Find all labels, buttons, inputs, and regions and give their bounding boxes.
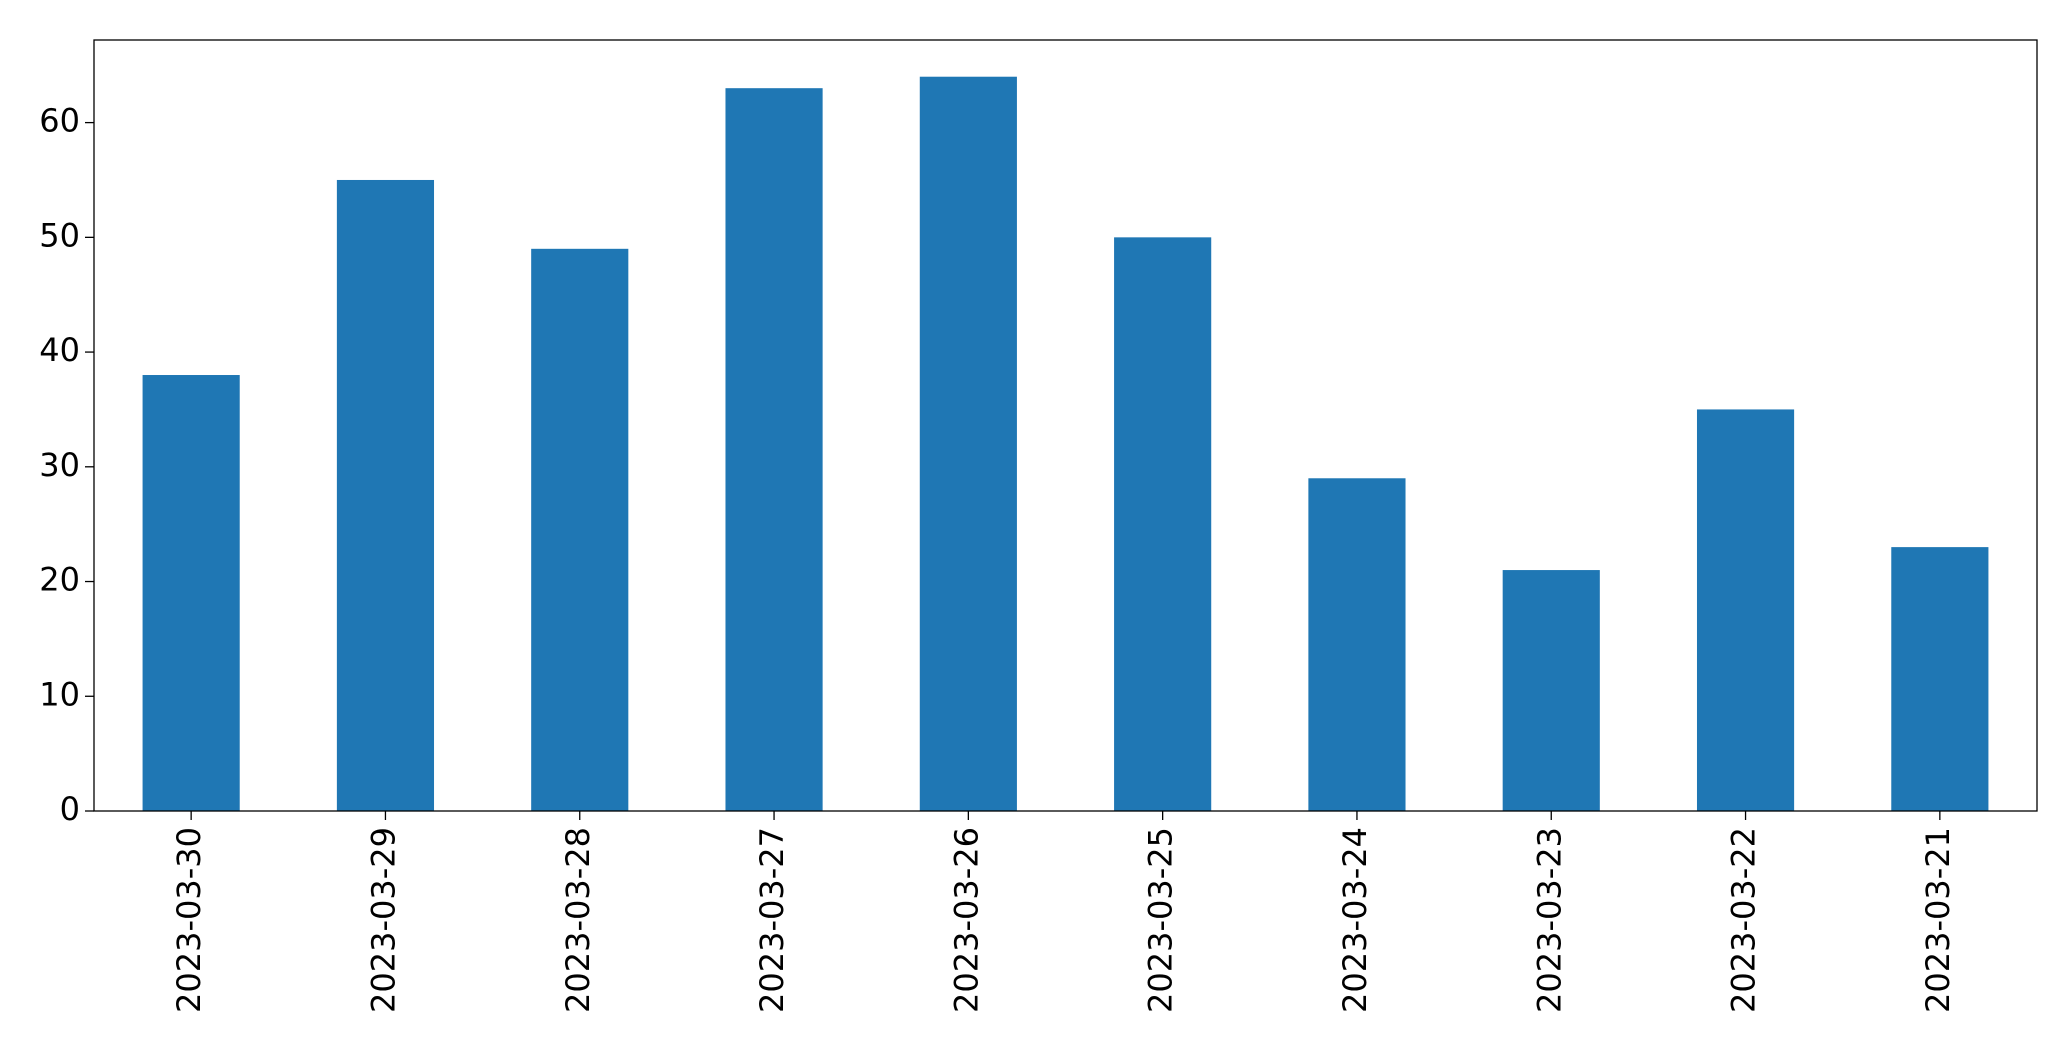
bar: [1891, 547, 1989, 811]
y-tick-label: 40: [39, 331, 80, 369]
x-tick-label: 2023-03-27: [753, 827, 791, 1013]
x-tick-label: 2023-03-28: [559, 827, 597, 1013]
x-tick-label: 2023-03-21: [1919, 827, 1957, 1013]
x-tick-label: 2023-03-23: [1530, 827, 1568, 1013]
bar: [1696, 409, 1795, 811]
bar: [1114, 237, 1212, 811]
x-tick-label: 2023-03-22: [1725, 827, 1763, 1013]
y-tick-label: 50: [39, 216, 80, 254]
bar: [1308, 478, 1406, 811]
y-tick-label: 60: [39, 102, 80, 140]
x-tick-label: 2023-03-29: [364, 827, 402, 1013]
bar: [1502, 570, 1600, 811]
y-tick-label: 30: [39, 446, 80, 484]
x-tick-label: 2023-03-26: [947, 827, 985, 1013]
y-tick-label: 20: [39, 561, 80, 599]
y-tick-label: 0: [60, 790, 80, 828]
bar: [142, 375, 240, 811]
bar: [919, 76, 1017, 811]
x-tick-label: 2023-03-24: [1336, 827, 1374, 1013]
x-tick-label: 2023-03-30: [170, 827, 208, 1013]
bar: [531, 248, 629, 811]
y-tick-label: 10: [39, 675, 80, 713]
bar: [725, 88, 823, 811]
plot-frame: [93, 39, 2038, 812]
x-tick-label: 2023-03-25: [1142, 827, 1180, 1013]
bar: [336, 179, 435, 812]
